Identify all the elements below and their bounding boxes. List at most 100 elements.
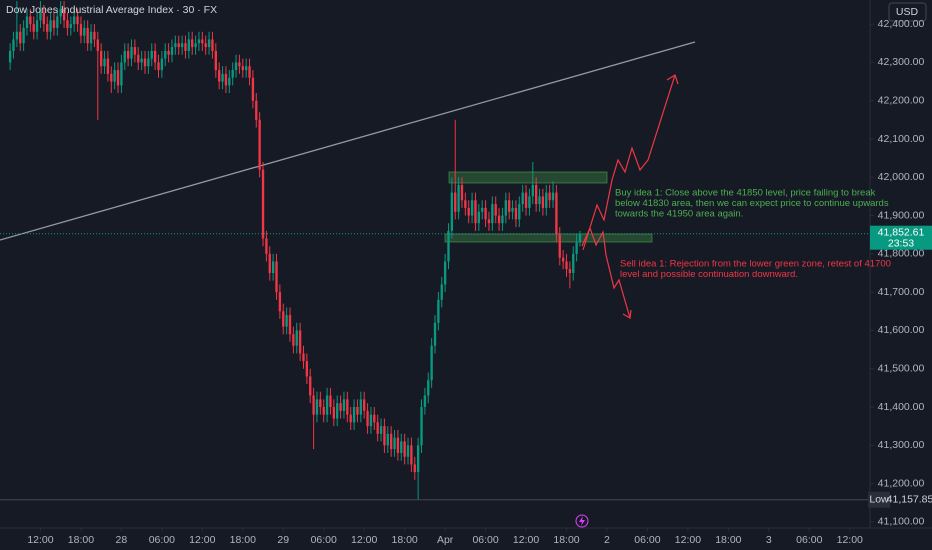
candle-body	[511, 207, 514, 212]
candle-body	[143, 58, 147, 67]
candle-body	[528, 196, 531, 208]
candle-body	[35, 20, 39, 32]
candle-body	[454, 192, 457, 212]
low-text: Low	[869, 494, 889, 506]
y-tick-label: 42,000.00	[878, 171, 925, 183]
x-tick-label: 18:00	[392, 534, 418, 546]
event-icon[interactable]	[575, 514, 589, 528]
candle-body	[561, 257, 565, 262]
candle-body	[481, 207, 484, 212]
x-tick-label: 12:00	[675, 534, 701, 546]
candle-body	[22, 27, 25, 44]
x-tick-label: 06:00	[796, 534, 822, 546]
candle-body	[356, 407, 359, 415]
candle-body	[369, 414, 373, 427]
x-tick-label: 12:00	[189, 534, 215, 546]
candle-body	[265, 238, 268, 254]
buy-arrowhead	[666, 74, 679, 85]
candle-body	[285, 315, 288, 327]
candle-body	[86, 27, 89, 44]
candle-body	[565, 261, 568, 270]
candle-body	[575, 242, 578, 254]
candle-body	[140, 58, 143, 63]
candle-body	[457, 184, 460, 212]
low-price-tag	[890, 491, 932, 508]
candle-body	[12, 39, 15, 51]
y-tick-label: 42,200.00	[878, 94, 925, 106]
candle-body	[133, 47, 137, 55]
currency[interactable]: USD	[896, 6, 919, 18]
candle-body	[487, 219, 491, 224]
candle-body	[126, 50, 130, 59]
candle-body	[521, 192, 524, 205]
candle-body	[49, 20, 52, 32]
x-tick-label: 3	[766, 534, 772, 546]
candle-body	[153, 50, 157, 63]
y-tick-label: 41,600.00	[878, 324, 925, 336]
candle-body	[315, 399, 319, 415]
candle-body	[295, 330, 298, 346]
candle-body	[96, 39, 99, 51]
candle-body	[177, 43, 180, 48]
candle-body	[89, 31, 93, 44]
y-tick-label: 42,100.00	[878, 133, 925, 145]
candle-body	[197, 39, 201, 44]
candle-body	[251, 77, 255, 101]
candle-body	[19, 31, 22, 44]
candle-body	[477, 211, 481, 224]
candle-body	[464, 200, 467, 208]
candle-body	[56, 16, 59, 28]
candle-body	[352, 407, 356, 423]
trend-line	[0, 41, 696, 241]
candle-body	[62, 8, 66, 21]
candle-body	[555, 192, 558, 235]
currency-button[interactable]	[888, 2, 927, 22]
candle-body	[66, 20, 69, 28]
candle-body	[123, 50, 126, 63]
candle-body	[221, 73, 224, 82]
candle-body	[292, 334, 295, 346]
candle-body	[410, 445, 413, 465]
candle-body	[423, 395, 427, 408]
candle-body	[514, 207, 518, 220]
candle-body	[79, 24, 83, 36]
sell-arrowhead	[622, 309, 632, 319]
candle-body	[443, 261, 447, 285]
x-tick-label: 12:00	[351, 534, 377, 546]
candle-body	[69, 24, 72, 28]
candle-body	[241, 66, 244, 71]
x-tick-label: Apr	[437, 534, 454, 546]
candle-body	[46, 24, 49, 32]
candle-body	[325, 395, 329, 415]
candle-body	[491, 204, 494, 224]
last-price-tag	[870, 225, 932, 250]
y-tick-label: 41,300.00	[878, 439, 925, 451]
lower-zone	[444, 233, 653, 243]
x-tick-label: 12:00	[513, 534, 539, 546]
candle-body	[336, 403, 339, 419]
candle-body	[524, 192, 528, 208]
candle-body	[255, 100, 258, 120]
candle-body	[497, 215, 501, 224]
candle-body	[261, 169, 265, 239]
candle-body	[214, 50, 217, 71]
candle-body	[207, 39, 211, 48]
candle-body	[393, 437, 396, 450]
y-tick-label: 41,900.00	[878, 209, 925, 221]
x-tick-label: 18:00	[715, 534, 741, 546]
candle-body	[137, 54, 140, 63]
buy-note: Buy idea 1: Close above the 41850 level,…	[615, 188, 876, 199]
candle-body	[248, 66, 251, 78]
candle-body	[93, 31, 96, 40]
x-tick-label: 18:00	[68, 534, 94, 546]
candle-body	[413, 464, 416, 473]
candle-body	[319, 399, 322, 408]
candle-body	[379, 426, 383, 434]
candle-body	[359, 399, 362, 415]
candle-body	[541, 196, 545, 208]
buy-arrow	[582, 74, 676, 251]
candle-body	[113, 70, 116, 82]
candle-body	[73, 16, 76, 25]
